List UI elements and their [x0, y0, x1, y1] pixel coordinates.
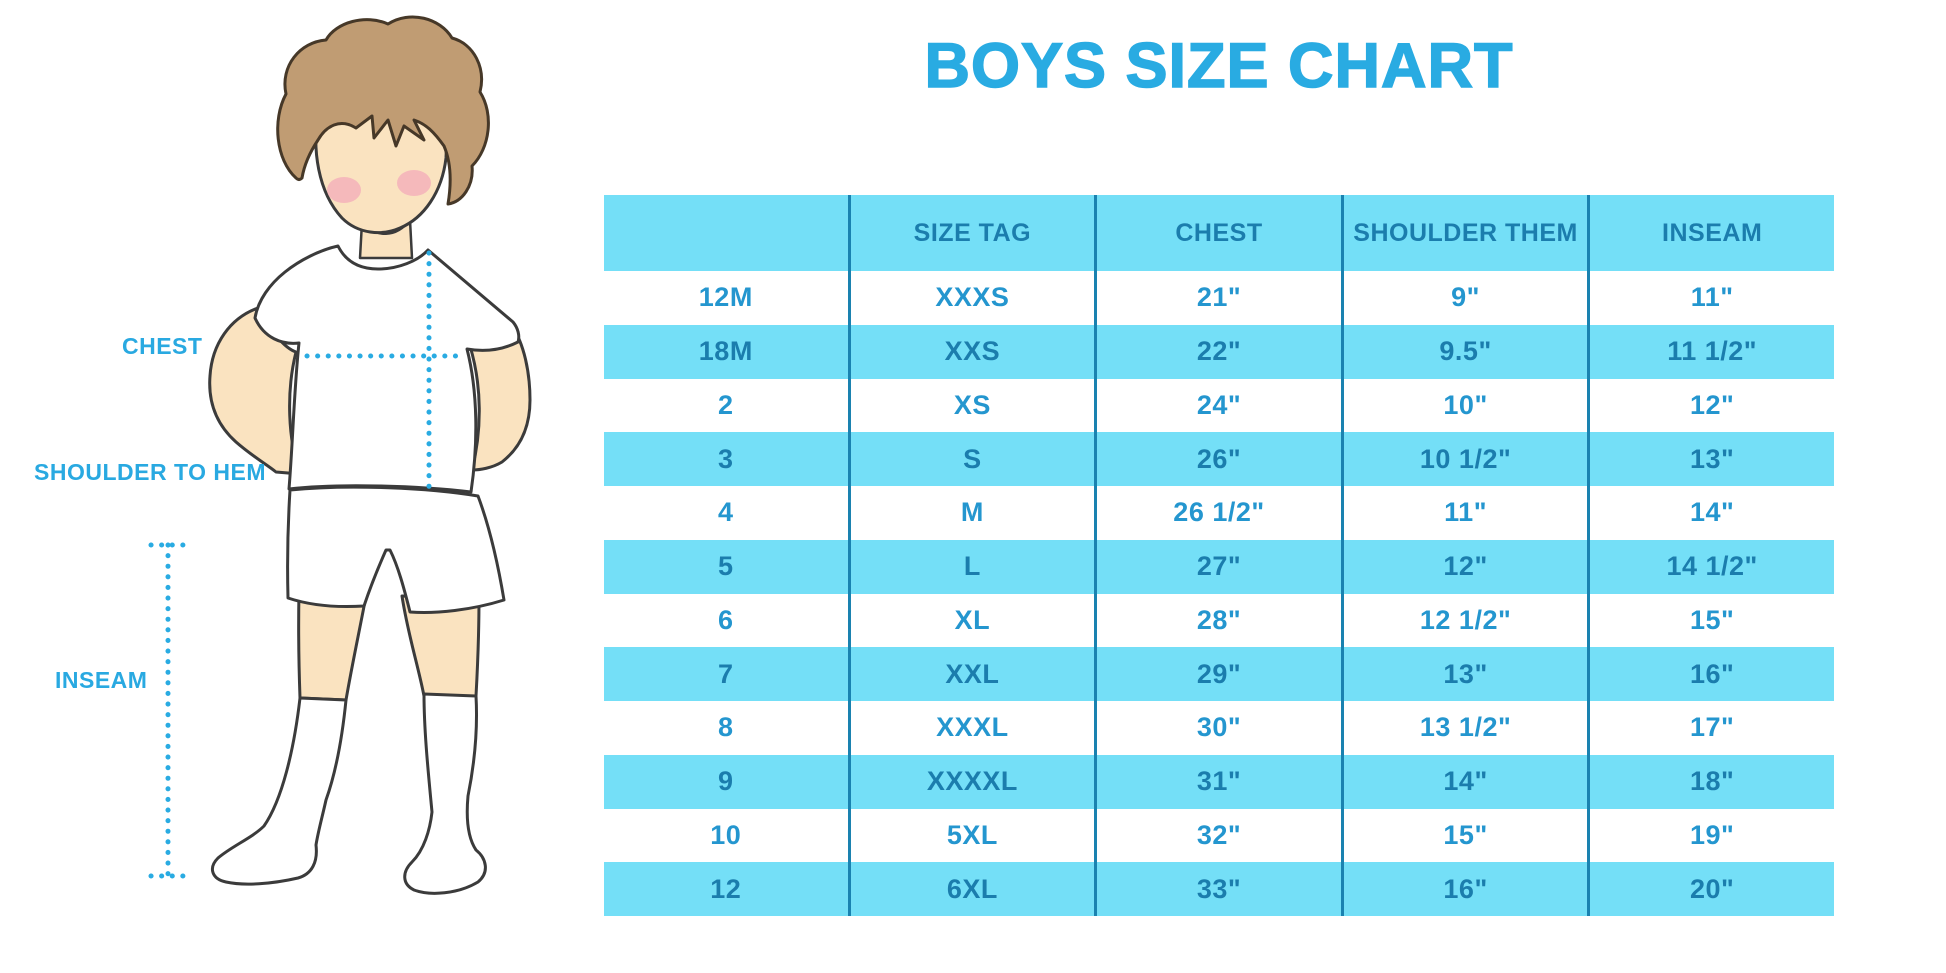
cell-shoulder: 9.5": [1344, 324, 1591, 379]
boy-figure-illustration: [148, 15, 532, 895]
cell-size-tag: XXL: [851, 647, 1098, 701]
left-sock: [210, 696, 348, 886]
cell-inseam: 12": [1690, 389, 1735, 420]
cell-shoulder: 14": [1344, 754, 1591, 809]
cell-size: 3: [604, 432, 851, 486]
table-row: 18M XXS 22" 9.5" 11 1/2": [604, 324, 1834, 379]
cell-size-tag: XXXS: [851, 271, 1098, 325]
cell-size: 10: [604, 808, 851, 863]
cell-size-tag: 5XL: [851, 808, 1098, 863]
cell-shoulder: 12 1/2": [1344, 593, 1591, 648]
page-title: BOYS SIZE CHART: [924, 30, 1514, 102]
cell-chest: 28": [1097, 593, 1344, 648]
cell-size: 7: [604, 647, 851, 701]
header-cell-blank: [604, 195, 851, 271]
cell-shoulder: 11": [1344, 486, 1591, 540]
cell-size: 6: [604, 593, 851, 648]
cell-shoulder: 12": [1344, 539, 1591, 594]
cell-size-tag: 6XL: [851, 862, 1098, 916]
cell-shoulder: 10": [1344, 378, 1591, 433]
cell-chest: 33": [1097, 862, 1344, 916]
cell-inseam: 18": [1690, 766, 1735, 797]
cell-inseam: 16": [1690, 658, 1735, 689]
cell-inseam: 14 1/2": [1666, 551, 1758, 582]
cell-chest: 22": [1097, 324, 1344, 379]
table-row: 6 XL 28" 12 1/2" 15": [604, 593, 1834, 648]
left-leg: [297, 590, 368, 702]
cell-inseam: 15": [1690, 604, 1735, 635]
left-arm: [208, 306, 302, 476]
table-row: 8 XXXL 30" 13 1/2" 17": [604, 701, 1834, 755]
cell-inseam: 20": [1690, 873, 1735, 904]
table-row: 10 5XL 32" 15" 19": [604, 808, 1834, 863]
cell-shoulder: 13": [1344, 647, 1591, 701]
cell-inseam: 17": [1690, 712, 1735, 743]
cell-chest: 29": [1097, 647, 1344, 701]
cell-inseam: 19": [1690, 819, 1735, 850]
shorts: [286, 485, 506, 614]
cell-shoulder: 10 1/2": [1344, 432, 1591, 486]
table-row: 3 S 26" 10 1/2" 13": [604, 432, 1834, 486]
cell-inseam: 11 1/2": [1667, 336, 1758, 367]
cell-size-tag: XXXXL: [851, 754, 1098, 809]
cell-size-tag: XS: [851, 378, 1098, 433]
header-cell-inseam: INSEAM: [1662, 218, 1763, 247]
cell-size-tag: XL: [851, 593, 1098, 648]
size-table: SIZE TAG CHEST SHOULDER THEM INSEAM 12M …: [604, 195, 1834, 916]
table-row: 5 L 27" 12" 14 1/2": [604, 539, 1834, 594]
cell-chest: 26": [1097, 432, 1344, 486]
table-row: 4 M 26 1/2" 11" 14": [604, 486, 1834, 540]
table-header-row: SIZE TAG CHEST SHOULDER THEM INSEAM: [604, 195, 1834, 271]
cell-shoulder: 16": [1344, 862, 1591, 916]
header-cell-chest: CHEST: [1097, 195, 1344, 271]
table-row: 12 6XL 33" 16" 20": [604, 862, 1834, 916]
right-blush: [397, 170, 431, 196]
table-row: 9 XXXXL 31" 14" 18": [604, 754, 1834, 809]
cell-size: 8: [604, 701, 851, 755]
table-row: 2 XS 24" 10" 12": [604, 378, 1834, 433]
cell-chest: 30": [1097, 701, 1344, 755]
cell-size-tag: XXS: [851, 324, 1098, 379]
hair: [276, 15, 490, 206]
cell-inseam: 14": [1690, 497, 1735, 528]
table-row: 12M XXXS 21" 9" 11": [604, 271, 1834, 325]
shoulder-to-hem-measure-label: SHOULDER TO HEM: [34, 459, 266, 485]
cell-inseam: 11": [1690, 282, 1734, 313]
cell-shoulder: 13 1/2": [1344, 701, 1591, 755]
chest-measure-label: CHEST: [122, 333, 203, 359]
cell-size: 9: [604, 754, 851, 809]
cell-size: 4: [604, 486, 851, 540]
cell-chest: 24": [1097, 378, 1344, 433]
cell-size: 12M: [604, 271, 851, 325]
cell-inseam: 13": [1690, 443, 1735, 474]
cell-size: 12: [604, 862, 851, 916]
table-row: 7 XXL 29" 13" 16": [604, 647, 1834, 701]
header-cell-size-tag: SIZE TAG: [851, 195, 1098, 271]
left-blush: [327, 177, 361, 203]
cell-chest: 26 1/2": [1097, 486, 1344, 540]
cell-size-tag: S: [851, 432, 1098, 486]
right-arm: [468, 324, 532, 472]
cell-size: 18M: [604, 324, 851, 379]
cell-chest: 32": [1097, 808, 1344, 863]
inseam-measure-label: INSEAM: [55, 667, 148, 693]
cell-size-tag: L: [851, 539, 1098, 594]
right-sock: [403, 692, 487, 895]
cell-chest: 31": [1097, 754, 1344, 809]
cell-chest: 27": [1097, 539, 1344, 594]
cell-size-tag: M: [851, 486, 1098, 540]
cell-size-tag: XXXL: [851, 701, 1098, 755]
cell-size: 5: [604, 539, 851, 594]
cell-shoulder: 9": [1344, 271, 1591, 325]
t-shirt: [253, 244, 521, 494]
cell-chest: 21": [1097, 271, 1344, 325]
cell-shoulder: 15": [1344, 808, 1591, 863]
header-cell-shoulder: SHOULDER THEM: [1344, 195, 1591, 271]
cell-size: 2: [604, 378, 851, 433]
